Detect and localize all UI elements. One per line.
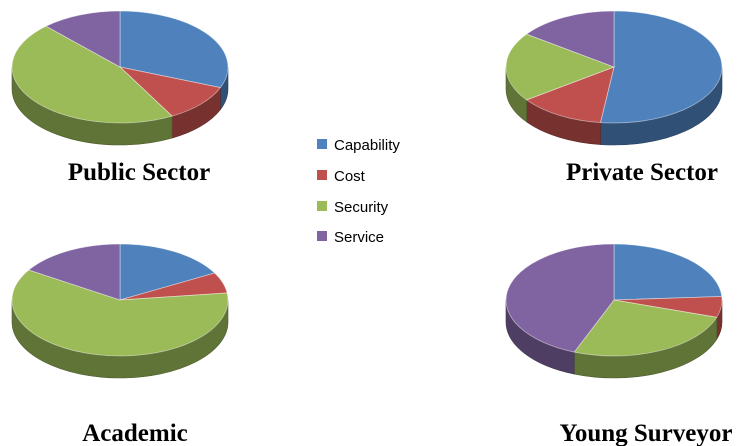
private-sector-slice-security bbox=[505, 33, 616, 101]
pie-young-surveyor bbox=[505, 243, 723, 379]
legend-label-capability: Capability bbox=[334, 137, 400, 154]
pie-public-sector bbox=[11, 10, 229, 146]
legend: Capability Cost Security Service bbox=[317, 137, 400, 246]
title-public-sector: Public Sector bbox=[68, 159, 210, 186]
legend-swatch-service bbox=[317, 231, 327, 241]
legend-swatch-cost bbox=[317, 170, 327, 180]
private-sector-slice-capability bbox=[599, 10, 723, 124]
legend-label-cost: Cost bbox=[334, 168, 366, 185]
title-academic: Academic bbox=[82, 420, 188, 446]
pie-academic bbox=[11, 243, 229, 379]
public-sector-slice-capability bbox=[119, 10, 229, 89]
academic-top-layer bbox=[11, 243, 229, 357]
public-sector-slice-security bbox=[11, 25, 173, 124]
young-surveyor-slice-capability bbox=[613, 243, 723, 301]
young-surveyor-slice-security bbox=[573, 299, 718, 357]
young-surveyor-slice-service bbox=[505, 243, 615, 353]
title-private-sector: Private Sector bbox=[566, 159, 718, 186]
public-sector-top-layer bbox=[11, 10, 229, 124]
legend-swatch-capability bbox=[317, 139, 327, 149]
private-sector-top-layer bbox=[505, 10, 723, 124]
public-sector-slice-cost bbox=[118, 66, 222, 117]
legend-swatch-security bbox=[317, 201, 327, 211]
title-young-surveyor: Young Surveyor bbox=[560, 420, 733, 446]
academic-slice-service bbox=[27, 243, 121, 301]
pie-private-sector bbox=[505, 10, 723, 146]
academic-slice-security bbox=[11, 269, 229, 357]
private-sector-slice-service bbox=[525, 10, 615, 68]
academic-slice-capability bbox=[119, 243, 216, 301]
legend-label-service: Service bbox=[334, 229, 384, 246]
public-sector-slice-service bbox=[45, 10, 121, 68]
private-sector-slice-cost bbox=[525, 66, 615, 123]
young-surveyor-top-layer bbox=[505, 243, 723, 357]
legend-label-security: Security bbox=[334, 199, 389, 216]
